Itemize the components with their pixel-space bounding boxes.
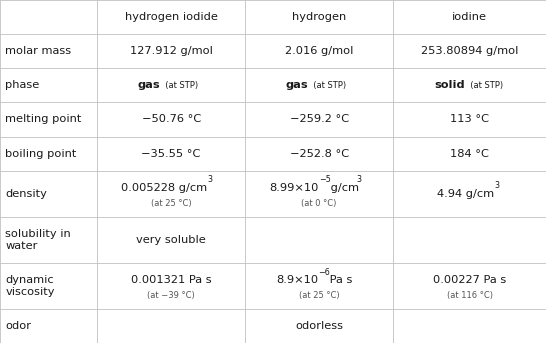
- Text: (at STP): (at STP): [308, 81, 346, 90]
- Text: odorless: odorless: [295, 321, 343, 331]
- Text: 8.9×10: 8.9×10: [276, 275, 318, 285]
- Text: phase: phase: [5, 80, 40, 90]
- Text: 0.00227 Pa s: 0.00227 Pa s: [433, 275, 506, 285]
- Text: solubility in
water: solubility in water: [5, 229, 71, 250]
- Text: −50.76 °C: −50.76 °C: [141, 115, 201, 125]
- Text: 3: 3: [494, 181, 499, 190]
- Text: −259.2 °C: −259.2 °C: [289, 115, 349, 125]
- Text: 253.80894 g/mol: 253.80894 g/mol: [421, 46, 518, 56]
- Text: density: density: [5, 189, 48, 199]
- Text: odor: odor: [5, 321, 32, 331]
- Text: (at 25 °C): (at 25 °C): [151, 199, 192, 208]
- Text: 8.99×10: 8.99×10: [269, 183, 319, 193]
- Text: −35.55 °C: −35.55 °C: [141, 149, 201, 158]
- Text: (at STP): (at STP): [465, 81, 503, 90]
- Text: (at −39 °C): (at −39 °C): [147, 292, 195, 300]
- Text: hydrogen iodide: hydrogen iodide: [124, 12, 218, 22]
- Text: 184 °C: 184 °C: [450, 149, 489, 158]
- Text: 3: 3: [207, 175, 212, 184]
- Text: (at 116 °C): (at 116 °C): [447, 292, 492, 300]
- Text: gas: gas: [137, 80, 160, 90]
- Text: 113 °C: 113 °C: [450, 115, 489, 125]
- Text: hydrogen: hydrogen: [292, 12, 346, 22]
- Text: (at STP): (at STP): [160, 81, 198, 90]
- Text: g/cm: g/cm: [327, 183, 359, 193]
- Text: (at 25 °C): (at 25 °C): [299, 292, 340, 300]
- Text: 3: 3: [357, 175, 362, 184]
- Text: gas: gas: [285, 80, 308, 90]
- Text: molar mass: molar mass: [5, 46, 72, 56]
- Text: 0.001321 Pa s: 0.001321 Pa s: [131, 275, 211, 285]
- Text: Pa s: Pa s: [327, 275, 353, 285]
- Text: very soluble: very soluble: [136, 235, 206, 245]
- Text: −6: −6: [318, 268, 330, 276]
- Text: −252.8 °C: −252.8 °C: [289, 149, 349, 158]
- Text: solid: solid: [435, 80, 465, 90]
- Text: 2.016 g/mol: 2.016 g/mol: [285, 46, 353, 56]
- Text: 4.94 g/cm: 4.94 g/cm: [437, 189, 494, 199]
- Text: 0.005228 g/cm: 0.005228 g/cm: [121, 183, 207, 193]
- Text: (at 0 °C): (at 0 °C): [301, 199, 337, 208]
- Text: iodine: iodine: [452, 12, 487, 22]
- Text: −5: −5: [319, 175, 331, 184]
- Text: boiling point: boiling point: [5, 149, 77, 158]
- Text: 127.912 g/mol: 127.912 g/mol: [130, 46, 212, 56]
- Text: dynamic
viscosity: dynamic viscosity: [5, 275, 55, 297]
- Text: melting point: melting point: [5, 115, 82, 125]
